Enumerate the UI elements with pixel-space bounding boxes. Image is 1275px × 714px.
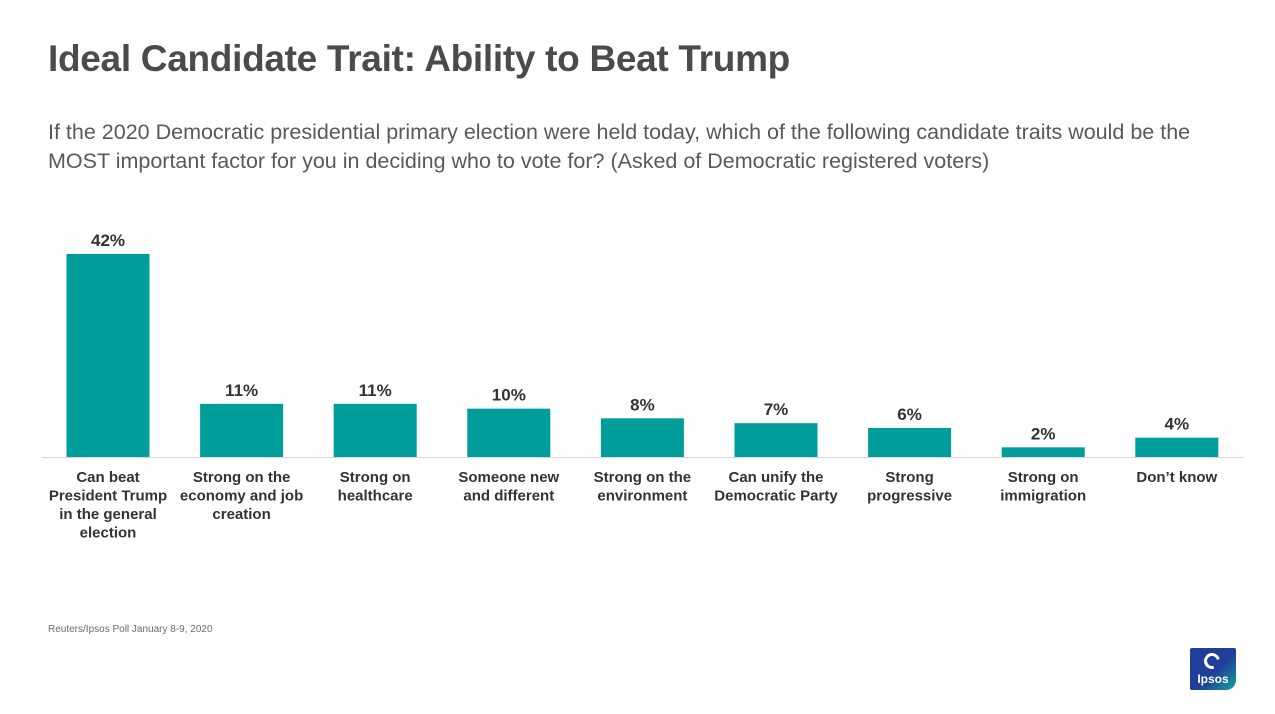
category-label-line: immigration (1000, 488, 1086, 505)
bar (734, 423, 818, 457)
bar (1001, 447, 1085, 457)
data-label: 4% (1165, 415, 1190, 434)
source-note: Reuters/Ipsos Poll January 8-9, 2020 (48, 624, 213, 635)
bar (600, 418, 684, 457)
category-label-line: Strong on the (594, 469, 692, 486)
data-label: 8% (630, 395, 655, 414)
ipsos-logo-mark (1201, 650, 1223, 672)
data-label: 10% (492, 386, 526, 405)
bar (1135, 437, 1219, 457)
category-label-line: Strong (885, 469, 933, 486)
category-label: Strong on healthcare (338, 469, 413, 505)
data-label: 2% (1031, 424, 1056, 443)
category-label-line: Strong on the (193, 469, 291, 486)
category-label-line: economy and job (180, 488, 303, 505)
category-label: Someone new and different (458, 469, 559, 505)
category-label-line: Can beat (76, 469, 139, 486)
category-label-line: Democratic Party (714, 488, 838, 505)
ipsos-logo-text: Ipsos (1197, 672, 1229, 686)
category-label-line: healthcare (338, 488, 413, 505)
category-label: Can beat President Trump in the general ele… (49, 469, 167, 542)
category-label-line: Strong on (340, 469, 411, 486)
data-label: 42% (91, 231, 125, 250)
category-label: Strong on the economy and job creation (180, 469, 303, 523)
category-label: Strong on the environment (594, 469, 692, 505)
category-label-line: President Trump (49, 488, 167, 505)
category-label-line: in the general (59, 506, 157, 523)
category-label-line: creation (212, 506, 270, 523)
bar (333, 403, 417, 457)
category-label-line: election (80, 525, 137, 542)
category-label-line: environment (597, 488, 687, 505)
bar (868, 428, 952, 457)
data-label: 6% (897, 405, 922, 424)
data-label: 11% (359, 381, 392, 400)
category-label-line: progressive (867, 488, 952, 505)
category-label: Strong on immigration (1000, 469, 1086, 505)
ipsos-logo: Ipsos (1190, 648, 1236, 690)
category-label-line: Someone new (458, 469, 559, 486)
category-label-line: Strong on (1008, 469, 1079, 486)
question-text: If the 2020 Democratic presidential prim… (48, 120, 1191, 173)
category-label-line: and different (463, 488, 554, 505)
category-label: Strong progressive (867, 469, 952, 505)
category-label: Can unify the Democratic Party (714, 469, 838, 505)
bar (66, 254, 150, 457)
data-label: 11% (225, 381, 258, 400)
category-label: Don’t know (1136, 469, 1217, 486)
data-label: 7% (764, 400, 789, 419)
bar (200, 403, 284, 457)
category-label-line: Don’t know (1136, 469, 1217, 486)
page-title: Ideal Candidate Trait: Ability to Beat T… (48, 38, 790, 79)
category-label-line: Can unify the (728, 469, 823, 486)
bar (467, 408, 551, 457)
